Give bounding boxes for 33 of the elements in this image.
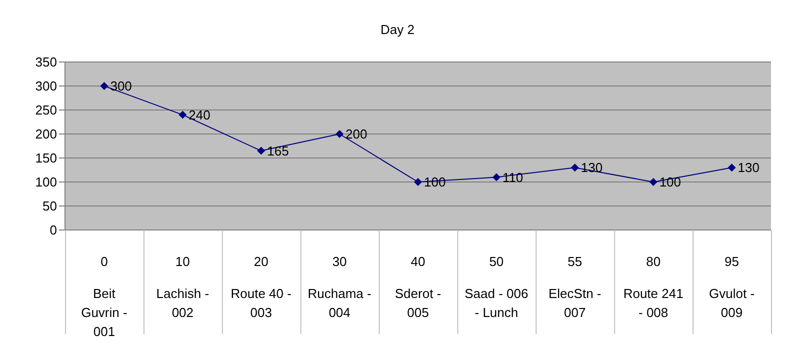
y-tick-label: 200 (35, 126, 57, 142)
category-label: 80 Route 241 - 008 (623, 254, 684, 320)
point (649, 178, 658, 186)
data-label: 300 (110, 78, 132, 94)
data-label: 200 (346, 126, 368, 142)
point (336, 130, 344, 138)
data-label: 240 (188, 107, 210, 122)
y-tick-label: 0 (50, 222, 57, 238)
data-label: 165 (267, 143, 289, 158)
point (728, 164, 736, 172)
category-label: 55 ElecStn - 007 (548, 254, 602, 320)
point (570, 164, 579, 172)
point (100, 82, 108, 90)
y-tick-label: 250 (35, 102, 57, 118)
point (178, 110, 187, 119)
y-tick-label: 300 (35, 78, 57, 94)
category-label: 30 Ruchama - 004 (308, 254, 372, 320)
category-label: 0 Beit Guvrin - 001 (81, 254, 128, 339)
data-label: 100 (659, 174, 682, 190)
y-tick-label: 350 (35, 54, 57, 70)
point (257, 146, 266, 155)
category-label: 50 Saad - 006 - Lunch (464, 254, 528, 320)
category-label: 10 Lachish - 002 (156, 254, 210, 320)
y-tick-label: 100 (35, 174, 57, 190)
chart-title: Day 2 (380, 21, 416, 39)
data-label: 130 (738, 160, 760, 176)
category-label: 95 Gvulot - 009 (709, 254, 755, 320)
y-tick-label: 150 (35, 150, 57, 166)
category-label: 40 Sderot - 005 (394, 254, 442, 320)
point (492, 173, 500, 182)
category-label: 20 Route 40 - 003 (230, 254, 292, 320)
y-tick-label: 50 (42, 198, 57, 214)
point (414, 178, 422, 186)
